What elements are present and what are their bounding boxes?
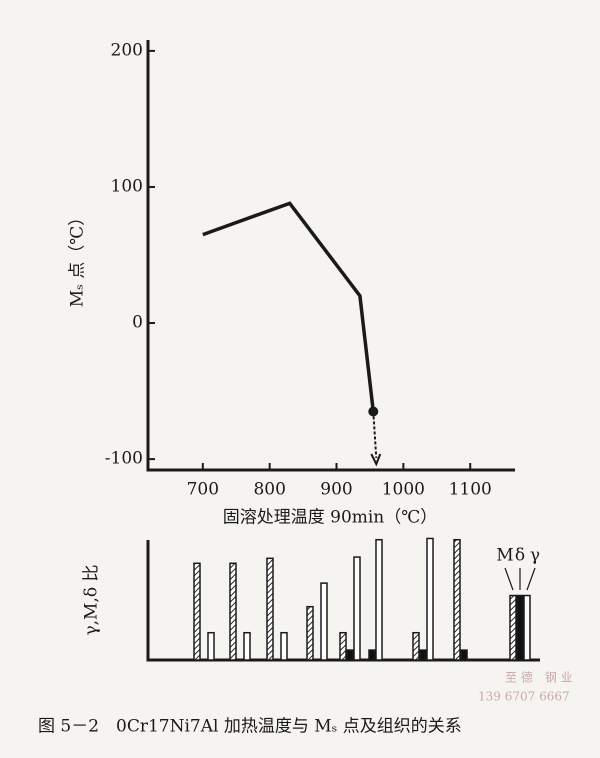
- bar: [346, 649, 354, 661]
- bar: [419, 649, 427, 661]
- bar: [339, 631, 347, 661]
- bar: [280, 631, 288, 661]
- bar: [509, 594, 517, 661]
- y-tick-label: 0: [132, 313, 143, 333]
- legend-arrow: [504, 567, 514, 591]
- bar: [353, 556, 361, 661]
- bar: [516, 594, 524, 661]
- x-axis-label: 固溶处理温度 90min（℃）: [223, 508, 438, 528]
- y-axis-label: Mₛ 点（℃）: [68, 209, 88, 308]
- bar: [453, 538, 461, 661]
- legend-arrow: [526, 567, 536, 591]
- bar: [193, 562, 201, 661]
- arrow-head: [370, 453, 382, 467]
- bar: [523, 594, 531, 661]
- bar: [306, 605, 314, 661]
- arrow: [372, 411, 378, 459]
- bar: [320, 582, 328, 661]
- axis: [146, 40, 515, 472]
- bar: [460, 649, 468, 661]
- y-tick-label: 100: [111, 176, 143, 196]
- bar: [266, 557, 274, 661]
- y-tick-label: 200: [111, 40, 143, 60]
- legend-label: γ: [530, 546, 540, 566]
- bar: [375, 538, 383, 661]
- bar: [207, 631, 215, 661]
- y-tick-label: -100: [105, 449, 143, 469]
- legend-label: M: [496, 546, 513, 566]
- bar: [412, 631, 420, 661]
- axis: [146, 540, 540, 662]
- ms-line: [202, 201, 376, 412]
- bar: [229, 562, 237, 661]
- watermark: 139 6707 6667: [478, 690, 570, 704]
- legend-label: δ: [515, 546, 525, 566]
- x-tick-label: 800: [253, 480, 285, 500]
- y-axis-label: γ,M,δ 比: [82, 564, 102, 635]
- caption: 图 5－2 0Cr17Ni7Al 加热温度与 Mₛ 点及组织的关系: [38, 717, 462, 737]
- bar: [243, 631, 251, 661]
- x-tick-label: 1000: [382, 480, 425, 500]
- x-tick-label: 900: [320, 480, 352, 500]
- bar: [426, 537, 434, 661]
- x-tick-label: 1100: [449, 480, 492, 500]
- watermark: 至 德 钢 业: [505, 670, 573, 685]
- x-tick-label: 700: [187, 480, 219, 500]
- bar: [368, 649, 376, 661]
